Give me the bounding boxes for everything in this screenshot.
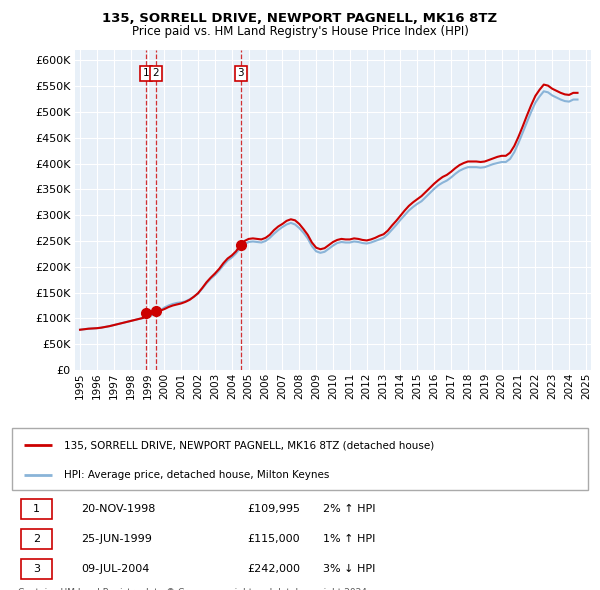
Text: 135, SORRELL DRIVE, NEWPORT PAGNELL, MK16 8TZ: 135, SORRELL DRIVE, NEWPORT PAGNELL, MK1… — [103, 12, 497, 25]
Text: £109,995: £109,995 — [247, 504, 300, 514]
Text: 2: 2 — [152, 68, 159, 78]
Text: 2: 2 — [33, 534, 40, 544]
Text: 3% ↓ HPI: 3% ↓ HPI — [323, 564, 376, 574]
Text: £242,000: £242,000 — [247, 564, 300, 574]
Bar — [20, 559, 52, 579]
Text: 2% ↑ HPI: 2% ↑ HPI — [323, 504, 376, 514]
Text: 135, SORRELL DRIVE, NEWPORT PAGNELL, MK16 8TZ (detached house): 135, SORRELL DRIVE, NEWPORT PAGNELL, MK1… — [64, 440, 434, 450]
Text: Contains HM Land Registry data © Crown copyright and database right 2024.: Contains HM Land Registry data © Crown c… — [18, 588, 370, 590]
Text: 1: 1 — [143, 68, 149, 78]
Text: 1: 1 — [33, 504, 40, 514]
Text: £115,000: £115,000 — [247, 534, 300, 544]
Text: 25-JUN-1999: 25-JUN-1999 — [81, 534, 152, 544]
Text: Price paid vs. HM Land Registry's House Price Index (HPI): Price paid vs. HM Land Registry's House … — [131, 25, 469, 38]
Text: 20-NOV-1998: 20-NOV-1998 — [81, 504, 155, 514]
Text: HPI: Average price, detached house, Milton Keynes: HPI: Average price, detached house, Milt… — [64, 470, 329, 480]
Bar — [20, 529, 52, 549]
Bar — [20, 499, 52, 519]
Text: 3: 3 — [33, 564, 40, 574]
Text: 3: 3 — [237, 68, 244, 78]
Text: 09-JUL-2004: 09-JUL-2004 — [81, 564, 149, 574]
Text: 1% ↑ HPI: 1% ↑ HPI — [323, 534, 376, 544]
